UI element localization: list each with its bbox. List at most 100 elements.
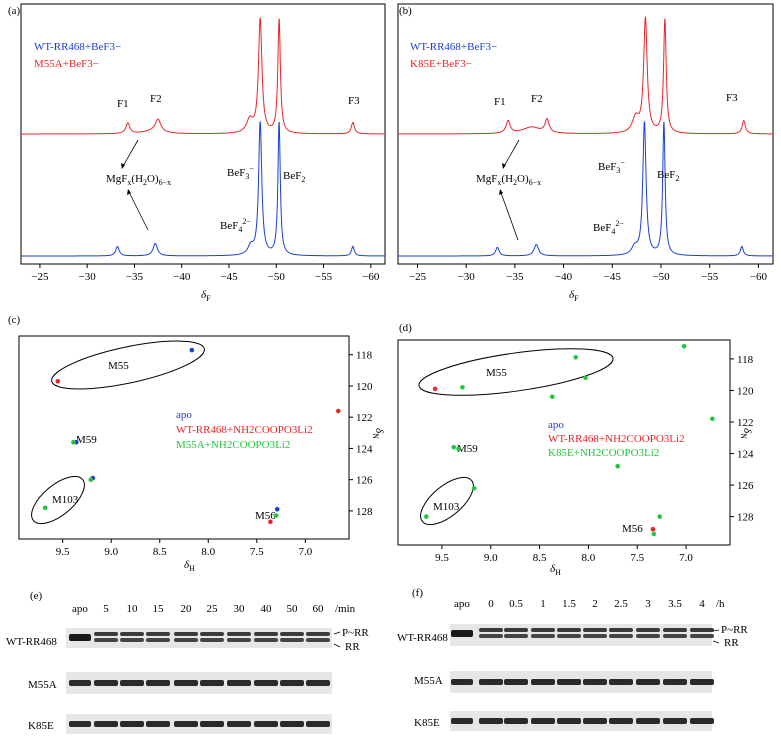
- peak-point-blue: [274, 507, 280, 512]
- peak-point-green: [657, 514, 662, 519]
- legend-entry-blue: WT-RR468+BeF3−: [410, 41, 497, 53]
- residue-label-m55: M55: [108, 360, 129, 372]
- gel-band: [146, 721, 170, 727]
- x-tick-label: 7.0: [298, 546, 312, 558]
- peak-point-green: [460, 385, 465, 390]
- bef4-label: BeF42−: [593, 219, 624, 236]
- lane-label: 5: [103, 603, 109, 615]
- x-tick-label: −25: [31, 271, 49, 283]
- residue-label-m56: M56: [622, 523, 643, 535]
- x-axis: −25 −30 −35 −40 −45 −50 −55 −60: [409, 264, 767, 283]
- lane-label: 25: [207, 603, 219, 615]
- gel-band: [200, 632, 224, 636]
- arrowhead: [502, 163, 506, 169]
- bef2-label: BeF2: [283, 170, 305, 184]
- bef4-label: BeF42−: [220, 217, 251, 234]
- gel-band: [227, 632, 251, 636]
- arrow-to-red: [121, 139, 139, 169]
- x-axis-title: δH: [184, 559, 195, 573]
- row-label-m55a: M55A: [414, 675, 443, 687]
- gel-band: [531, 679, 555, 685]
- band-pointer: [333, 643, 341, 648]
- gel-band: [254, 680, 278, 686]
- bef3-label: BeF3−: [598, 158, 625, 175]
- gel-band: [120, 638, 144, 642]
- residue-label-m59: M59: [76, 434, 97, 446]
- arrow-from-blue: [127, 189, 149, 231]
- x-axis-title: δH: [550, 563, 561, 577]
- axes: 9.5 9.0 8.5 8.0 7.5 7.0 118 120 122 124 126 128: [397, 339, 754, 564]
- gel-band: [200, 721, 224, 727]
- gel-band: [280, 638, 304, 642]
- panel-label-d: (d): [399, 322, 412, 334]
- gel-band: [557, 679, 581, 685]
- gel-band: [479, 628, 503, 632]
- legend-apo: apo: [548, 419, 564, 431]
- gel-band: [254, 632, 278, 636]
- legend-entry-red: K85E+BeF3−: [410, 58, 472, 70]
- peak-point-green: [550, 394, 555, 400]
- lane-label: 3: [645, 598, 651, 610]
- gel-band: [636, 634, 660, 638]
- x-tick-label: −25: [409, 271, 427, 283]
- y-tick-label: 122: [356, 412, 373, 424]
- row-label-wt: WT-RR468: [6, 636, 57, 648]
- panel-label-b: (b): [399, 5, 412, 17]
- plot-frame: [18, 335, 350, 540]
- y-tick-label: 118: [737, 354, 754, 366]
- arrow-to-red: [502, 139, 520, 169]
- gel-band: [227, 721, 251, 727]
- arrowhead: [121, 163, 125, 169]
- gel-strip: [66, 714, 332, 734]
- peak-point-green: [456, 446, 461, 452]
- lane-label: 2.5: [614, 598, 628, 610]
- band-label-rr: RR: [345, 641, 360, 653]
- x-axis-title: δF: [201, 289, 211, 303]
- legend-m55a: M55A+NH2COOPO3Li2: [176, 439, 290, 451]
- ellipse-m103: [31, 475, 85, 525]
- gel-band: [504, 718, 528, 724]
- panel-f-gel: (f) apo 0 0.5 1 1.5 2 2.5 3 3.5 4 /h WT-RR468 M55…: [397, 587, 748, 731]
- gel-band: [479, 718, 503, 724]
- peak-point-green: [451, 444, 457, 450]
- gel-band: [609, 718, 633, 724]
- gel-band: [174, 680, 198, 686]
- gel-band: [609, 628, 633, 632]
- y-tick-label: 124: [356, 443, 373, 455]
- x-tick-label: 9.5: [435, 552, 449, 564]
- gel-band: [120, 632, 144, 636]
- lane-labels: apo 5 10 15 20 25 30 40 50 60: [72, 603, 324, 615]
- gel-band: [174, 721, 198, 727]
- x-tick-label: −45: [604, 271, 622, 283]
- data-points: [424, 344, 715, 537]
- lane-label: 15: [153, 603, 165, 615]
- panel-label-a: (a): [8, 5, 21, 17]
- gel-band: [504, 628, 528, 632]
- gel-band: [663, 634, 687, 638]
- lane-label: 40: [261, 603, 273, 615]
- y-axis-title: δN: [739, 428, 753, 439]
- x-tick-label: −55: [701, 271, 719, 283]
- arrowhead: [499, 189, 503, 195]
- gel-band: [146, 632, 170, 636]
- gel-band: [451, 679, 473, 685]
- ellipse-m55: [418, 348, 614, 396]
- bef2-label: BeF2: [657, 169, 679, 183]
- x-tick-label: 9.0: [484, 552, 498, 564]
- legend-entry-red: M55A+BeF3−: [34, 58, 99, 70]
- x-tick-label: −55: [315, 271, 333, 283]
- gel-band: [504, 679, 528, 685]
- peak-point-green: [42, 505, 48, 511]
- band-label-prr: P~RR: [342, 627, 369, 639]
- gel-band: [280, 680, 304, 686]
- gel-band: [200, 680, 224, 686]
- bef3-label: BeF3−: [227, 164, 254, 181]
- row-label-k85e: K85E: [28, 720, 54, 732]
- gel-band: [557, 634, 581, 638]
- gel-band: [120, 680, 144, 686]
- gel-band: [690, 679, 714, 685]
- lane-label: 0: [488, 598, 494, 610]
- gel-band: [69, 721, 91, 727]
- legend-wt: WT-RR468+NH2COOPO3Li2: [548, 433, 685, 445]
- spectrum-red: [21, 17, 386, 135]
